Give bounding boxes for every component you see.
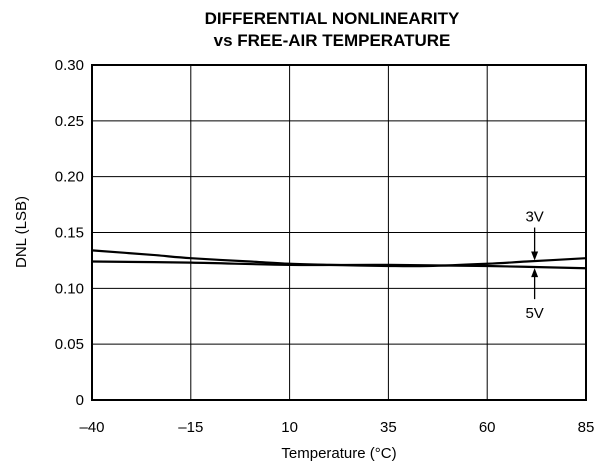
x-tick-label: –15 <box>178 419 203 436</box>
x-tick-label: 60 <box>479 419 496 436</box>
series-lines <box>91 249 587 270</box>
chart-subtitle: vs FREE-AIR TEMPERATURE <box>214 31 451 50</box>
y-tick-label: 0.05 <box>55 336 84 353</box>
y-tick-label: 0 <box>76 392 84 409</box>
x-tick-label: 35 <box>380 419 397 436</box>
x-tick-label: 85 <box>578 419 595 436</box>
chart-title: DIFFERENTIAL NONLINEARITY <box>205 9 460 28</box>
y-tick-label: 0.20 <box>55 169 84 186</box>
arrowhead-icon <box>531 251 539 261</box>
y-tick-labels: 0 0.05 0.10 0.15 0.20 0.25 0.30 <box>55 57 84 409</box>
grid <box>91 64 587 401</box>
series-line-5V <box>91 260 587 270</box>
x-tick-label: –40 <box>79 419 104 436</box>
annotation-label-5V: 5V <box>525 305 543 322</box>
x-axis-label: Temperature (°C) <box>281 445 396 462</box>
x-tick-label: 10 <box>281 419 298 436</box>
x-tick-labels: –40 –15 10 35 60 85 <box>79 419 594 436</box>
annotation-label-3V: 3V <box>525 209 543 226</box>
arrowhead-icon <box>531 268 539 278</box>
y-tick-label: 0.15 <box>55 225 84 242</box>
y-tick-label: 0.10 <box>55 280 84 297</box>
annotations: 3V 5V <box>525 209 543 323</box>
y-tick-label: 0.25 <box>55 113 84 130</box>
plot-frame <box>91 64 587 401</box>
series-line-3V <box>91 249 587 268</box>
y-axis-label: DNL (LSB) <box>13 196 30 268</box>
y-tick-label: 0.30 <box>55 57 84 74</box>
